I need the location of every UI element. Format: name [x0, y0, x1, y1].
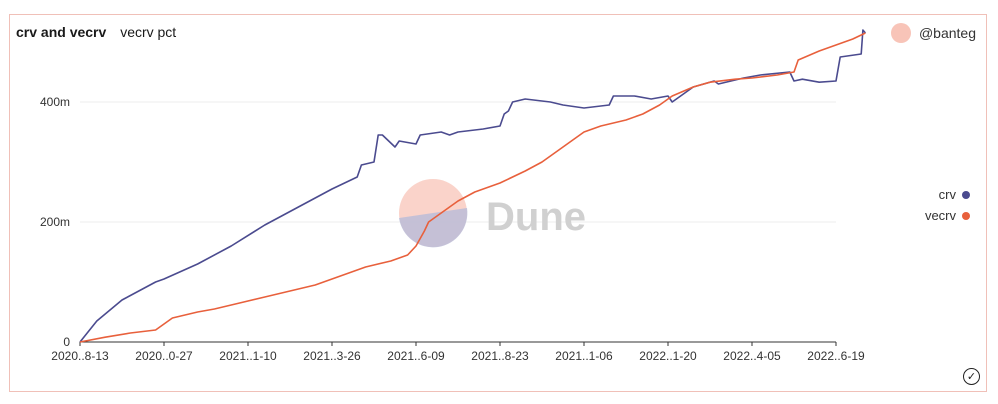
x-tick-label: 2022..6-19	[807, 349, 865, 363]
x-tick-label: 2020..0-27	[135, 349, 193, 363]
watermark-text: Dune	[486, 195, 586, 239]
x-tick-label: 2020..8-13	[51, 349, 109, 363]
x-tick-label: 2021..6-09	[387, 349, 445, 363]
avatar	[890, 23, 911, 43]
legend-dot-vecrv	[962, 211, 970, 220]
x-tick-label: 2021..1-10	[219, 349, 277, 363]
author-badge[interactable]: @banteg	[890, 23, 976, 43]
dune-watermark: Dune	[399, 179, 586, 248]
x-tick-label: 2021..1-06	[555, 349, 613, 363]
x-tick-label: 2022..4-05	[723, 349, 781, 363]
chart-card: crv and vecrv vecrv pct @banteg crv vecr…	[9, 14, 987, 392]
check-circle-icon[interactable]: ✓	[963, 368, 980, 385]
legend-item-vecrv[interactable]: vecrv	[925, 208, 970, 223]
axes: 0 200m 400m 2020..8-13 2020..0-27 2021..1-10 2…	[40, 95, 865, 363]
legend-label-vecrv: vecrv	[924, 208, 956, 223]
x-tick-label: 2021..8-23	[471, 349, 529, 363]
series-line-vecrv[interactable]	[79, 32, 866, 343]
x-tick-label: 2021..3-26	[303, 349, 361, 363]
legend-label-crv: crv	[938, 187, 956, 202]
legend-item-crv[interactable]: crv	[925, 187, 970, 202]
watermark-logo-bottom	[399, 208, 468, 248]
y-tick-label: 400m	[40, 95, 70, 109]
series	[79, 29, 867, 343]
legend-dot-crv	[962, 190, 970, 199]
series-line-crv[interactable]	[79, 29, 867, 343]
author-name: @banteg	[918, 25, 976, 41]
y-tick-label: 0	[63, 335, 70, 349]
chart-subtitle: vecrv pct	[120, 24, 177, 40]
legend: crv vecrv	[925, 187, 970, 229]
chart-title: crv and vecrv	[16, 24, 107, 40]
x-tick-label: 2022..1-20	[639, 349, 697, 363]
y-tick-label: 200m	[40, 215, 70, 229]
chart-header: crv and vecrv vecrv pct	[16, 24, 176, 40]
